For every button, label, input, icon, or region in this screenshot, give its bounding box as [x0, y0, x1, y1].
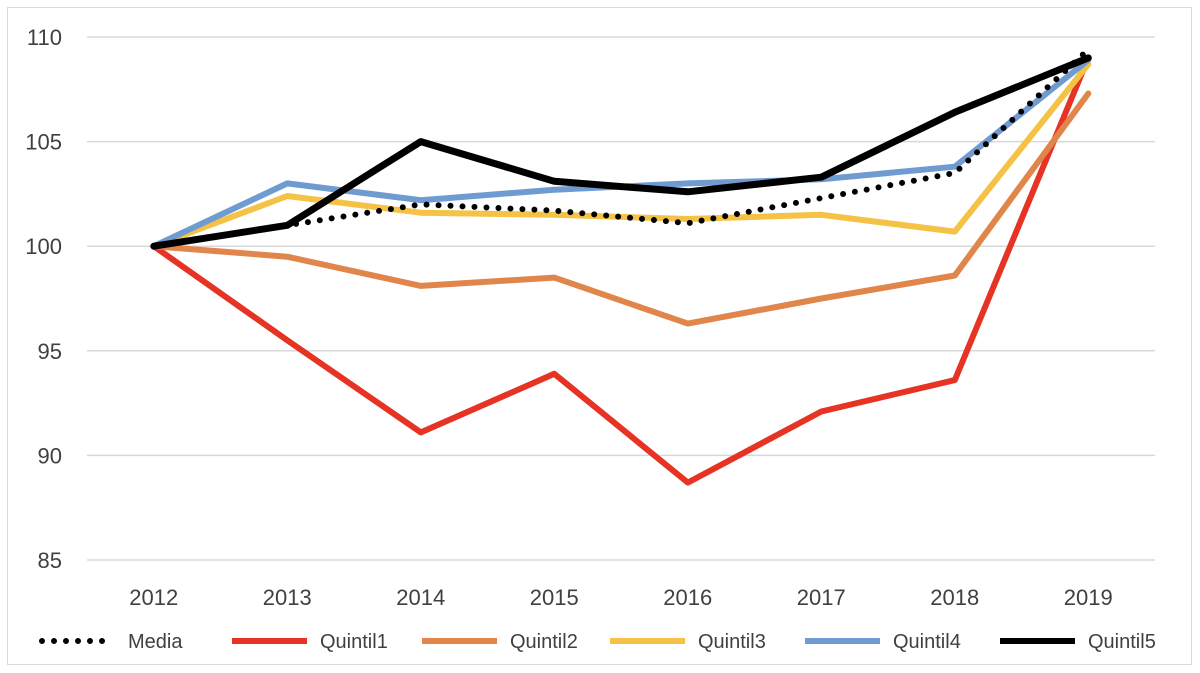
x-axis-ticks: 2012 2013 2014 2015 2016 2017 2018 2019 — [129, 585, 1112, 610]
chart-frame — [7, 7, 1192, 665]
legend-label-quintil5: Quintil5 — [1088, 631, 1156, 653]
x-tick-label: 2017 — [797, 585, 846, 610]
series-line-media — [150, 46, 1092, 250]
series-lines — [150, 46, 1092, 486]
x-tick-label: 2013 — [263, 585, 312, 610]
y-tick-label: 110 — [27, 25, 62, 50]
x-tick-label: 2014 — [396, 585, 445, 610]
x-tick-label: 2018 — [930, 585, 979, 610]
x-tick-label: 2015 — [530, 585, 579, 610]
legend-label-quintil2: Quintil2 — [510, 631, 578, 653]
x-tick-label: 2016 — [663, 585, 712, 610]
series-line-quintil1 — [150, 54, 1092, 486]
x-tick-label: 2019 — [1064, 585, 1113, 610]
series-line-quintil2 — [150, 90, 1092, 327]
y-tick-label: 90 — [38, 443, 62, 468]
y-tick-label: 85 — [38, 548, 62, 573]
legend-label-quintil3: Quintil3 — [698, 631, 766, 653]
x-tick-label: 2012 — [129, 585, 178, 610]
series-line-quintil5 — [150, 54, 1092, 250]
legend-label-quintil1: Quintil1 — [320, 631, 388, 653]
y-tick-label: 95 — [38, 339, 62, 364]
y-tick-label: 100 — [25, 234, 62, 259]
legend-label-quintil4: Quintil4 — [893, 631, 961, 653]
y-axis-ticks: 85 90 95 100 105 110 — [25, 25, 62, 573]
legend-label-media: Media — [128, 631, 183, 653]
legend: Media Quintil1 Quintil2 Quintil3 Quintil4 Qui… — [39, 631, 1156, 653]
gridlines — [87, 36, 1155, 561]
y-tick-label: 105 — [25, 130, 62, 155]
